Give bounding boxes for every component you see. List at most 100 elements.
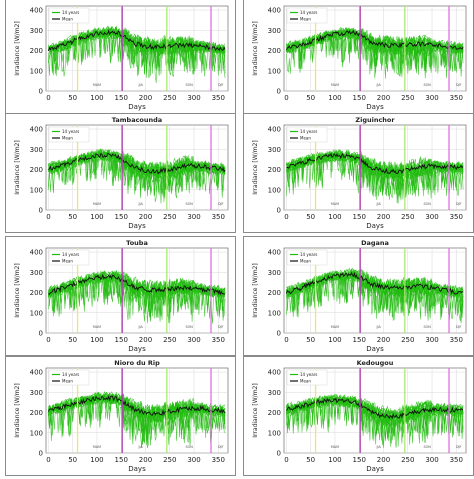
season-label: MAM bbox=[331, 445, 339, 449]
x-tick-label: 300 bbox=[425, 456, 438, 464]
x-tick-label: 300 bbox=[425, 94, 438, 102]
x-tick-label: 150 bbox=[115, 94, 128, 102]
season-label: SON bbox=[185, 445, 193, 449]
x-tick-label: 100 bbox=[90, 456, 103, 464]
season-label: SON bbox=[185, 83, 193, 87]
x-tick-label: 100 bbox=[328, 336, 341, 344]
x-tick-label: 250 bbox=[401, 456, 414, 464]
x-tick-label: 150 bbox=[353, 456, 366, 464]
x-tick-label: 50 bbox=[68, 336, 77, 344]
y-axis-label: Irradiance [W/m2] bbox=[14, 263, 21, 317]
chart-panel: MAM JJA SON DJF 0 100 200 300 400 0 50 100 150 200 250… bbox=[5, 113, 236, 233]
x-tick-label: 0 bbox=[284, 336, 288, 344]
x-tick-label: 0 bbox=[46, 94, 50, 102]
y-tick-label: 300 bbox=[30, 27, 43, 35]
legend-label-mean: Mean bbox=[300, 259, 311, 264]
y-tick-label: 400 bbox=[268, 249, 281, 257]
y-tick-label: 300 bbox=[268, 389, 281, 397]
y-tick-label: 200 bbox=[268, 289, 281, 297]
y-tick-label: 400 bbox=[30, 249, 43, 257]
season-label: DJF bbox=[456, 83, 462, 87]
season-label: SON bbox=[185, 202, 193, 206]
x-axis-label: Days bbox=[128, 222, 146, 230]
x-tick-label: 200 bbox=[377, 94, 390, 102]
legend-label-mean: Mean bbox=[62, 136, 73, 141]
x-tick-label: 200 bbox=[139, 336, 152, 344]
x-tick-label: 350 bbox=[450, 94, 463, 102]
chart-svg: MAM JJA SON DJF 0 100 200 300 400 0 50 100 150 200 250… bbox=[252, 239, 467, 353]
season-label: MAM bbox=[93, 325, 101, 329]
x-tick-label: 300 bbox=[187, 94, 200, 102]
chart-svg: MAM JJA SON DJF 0 100 200 300 400 0 50 100 150 200 250… bbox=[14, 5, 229, 111]
y-axis-label: Irradiance [W/m2] bbox=[252, 383, 259, 437]
x-tick-label: 300 bbox=[425, 213, 438, 221]
legend-label-14-years: 14 years bbox=[62, 129, 79, 134]
chart-svg: MAM JJA SON DJF 0 100 200 300 400 0 50 100 150 200 250… bbox=[252, 5, 467, 111]
season-label: DJF bbox=[456, 325, 462, 329]
x-tick-label: 350 bbox=[450, 213, 463, 221]
y-tick-label: 100 bbox=[268, 67, 281, 75]
season-label: JJA bbox=[376, 445, 382, 449]
y-tick-label: 100 bbox=[30, 67, 43, 75]
y-tick-label: 0 bbox=[39, 330, 43, 338]
x-tick-label: 300 bbox=[187, 213, 200, 221]
season-label: DJF bbox=[456, 445, 462, 449]
x-tick-label: 350 bbox=[450, 456, 463, 464]
y-tick-label: 300 bbox=[268, 146, 281, 154]
y-tick-label: 300 bbox=[30, 389, 43, 397]
chart-title: Dagana bbox=[361, 239, 389, 247]
chart-panel: MAM JJA SON DJF 0 100 200 300 400 0 50 100 150 200 250… bbox=[243, 0, 474, 114]
season-label: JJA bbox=[138, 445, 144, 449]
x-tick-label: 0 bbox=[46, 336, 50, 344]
season-label: DJF bbox=[218, 445, 224, 449]
y-tick-label: 300 bbox=[268, 27, 281, 35]
legend-label-mean: Mean bbox=[62, 17, 73, 22]
x-tick-label: 100 bbox=[328, 213, 341, 221]
x-tick-label: 350 bbox=[212, 213, 225, 221]
x-axis-label: Days bbox=[366, 222, 384, 230]
y-tick-label: 400 bbox=[30, 369, 43, 377]
y-axis-label: Irradiance [W/m2] bbox=[252, 263, 259, 317]
legend: 14 years Mean bbox=[286, 249, 328, 266]
legend-label-mean: Mean bbox=[62, 259, 73, 264]
y-tick-label: 100 bbox=[30, 429, 43, 437]
legend-label-14-years: 14 years bbox=[62, 252, 79, 257]
x-tick-label: 200 bbox=[139, 94, 152, 102]
season-label: SON bbox=[185, 325, 193, 329]
y-tick-label: 100 bbox=[268, 309, 281, 317]
season-label: MAM bbox=[331, 325, 339, 329]
season-label: DJF bbox=[218, 202, 224, 206]
x-tick-label: 0 bbox=[46, 456, 50, 464]
x-axis-label: Days bbox=[128, 345, 146, 353]
x-tick-label: 50 bbox=[306, 94, 315, 102]
x-axis-label: Days bbox=[128, 103, 146, 111]
y-axis-label: Irradiance [W/m2] bbox=[252, 140, 259, 194]
legend-label-14-years: 14 years bbox=[62, 372, 79, 377]
x-tick-label: 300 bbox=[425, 336, 438, 344]
season-label: JJA bbox=[138, 83, 144, 87]
season-label: MAM bbox=[93, 202, 101, 206]
x-tick-label: 150 bbox=[353, 336, 366, 344]
legend-label-14-years: 14 years bbox=[300, 252, 317, 257]
y-tick-label: 0 bbox=[277, 450, 281, 458]
x-tick-label: 300 bbox=[187, 456, 200, 464]
legend: 14 years Mean bbox=[48, 369, 90, 386]
chart-panel: MAM JJA SON DJF 0 100 200 300 400 0 50 100 150 200 250… bbox=[243, 356, 474, 476]
legend-label-mean: Mean bbox=[62, 379, 73, 384]
season-label: DJF bbox=[218, 325, 224, 329]
chart-title: Kedougou bbox=[357, 359, 394, 367]
x-tick-label: 100 bbox=[328, 94, 341, 102]
y-tick-label: 200 bbox=[30, 289, 43, 297]
chart-svg: MAM JJA SON DJF 0 100 200 300 400 0 50 100 150 200 250… bbox=[14, 359, 229, 473]
chart-title: Tambacounda bbox=[112, 116, 162, 124]
y-axis-label: Irradiance [W/m2] bbox=[14, 140, 21, 194]
x-tick-label: 250 bbox=[401, 336, 414, 344]
x-tick-label: 200 bbox=[377, 213, 390, 221]
y-tick-label: 0 bbox=[277, 207, 281, 215]
x-tick-label: 100 bbox=[90, 213, 103, 221]
chart-title: Nioro du Rip bbox=[114, 359, 160, 367]
y-tick-label: 400 bbox=[30, 126, 43, 134]
y-tick-label: 200 bbox=[30, 409, 43, 417]
legend: 14 years Mean bbox=[48, 249, 90, 266]
